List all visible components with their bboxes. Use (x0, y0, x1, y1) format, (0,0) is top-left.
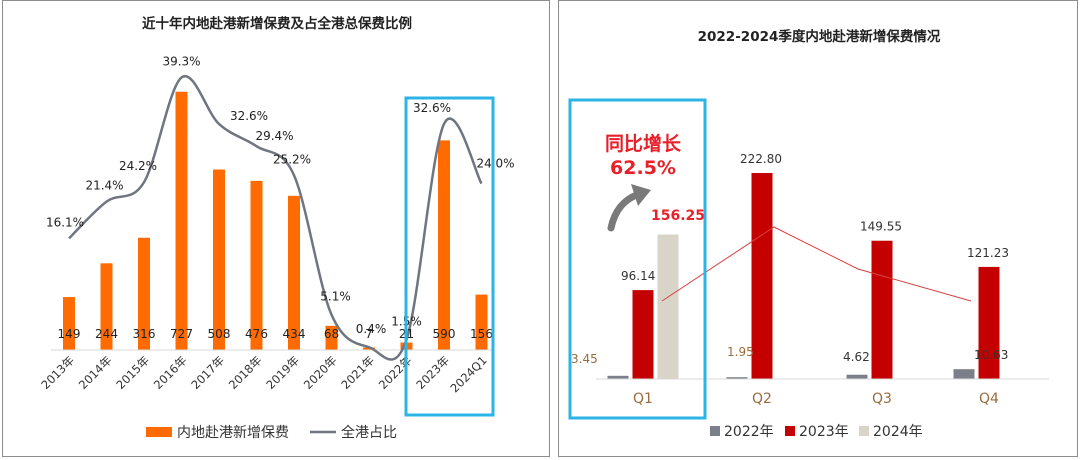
bar-value-label: 590 (433, 327, 456, 341)
share-label: 24.2% (119, 159, 157, 173)
legend-bar-label: 内地赴港新增保费 (177, 425, 289, 441)
x-tick-label: 2019年 (263, 353, 302, 392)
bar-value-label: 476 (245, 327, 268, 341)
x-tick-label: Q1 (633, 391, 653, 407)
legend-2022-label: 2022年 (724, 424, 774, 440)
x-tick-label: Q3 (872, 391, 892, 407)
bar-Q3-2023年 (871, 240, 893, 379)
bar-value-label: 1.95 (727, 345, 754, 359)
x-tick-label: 2024Q1 (447, 353, 489, 395)
x-tick-label: 2016年 (151, 353, 190, 392)
bar-2015年 (138, 237, 150, 350)
bar-value-label: 508 (208, 327, 231, 341)
x-tick-label: 2015年 (113, 353, 152, 392)
share-label: 0.4% (356, 322, 387, 336)
legend-swatch-2022 (710, 426, 720, 436)
legend-2024-label: 2024年 (873, 424, 923, 440)
bar-2023年 (438, 140, 450, 350)
x-tick-label: 2018年 (226, 353, 265, 392)
bar-value-label: 149 (58, 327, 81, 341)
highlight-box-q1 (568, 98, 707, 420)
bar-Q1-2022年 (607, 375, 629, 379)
growth-annotation: 同比增长 62.5% (605, 132, 682, 232)
bar-value-label: 10.63 (974, 348, 1008, 362)
bar-value-label: 96.14 (621, 269, 655, 283)
bar-value-label: 316 (133, 327, 156, 341)
bar-value-label: 3.45 (571, 352, 598, 366)
x-tick-label: 2017年 (188, 353, 227, 392)
bar-value-label: 727 (170, 327, 193, 341)
bar-2014年 (100, 263, 113, 350)
share-label: 5.1% (320, 290, 351, 304)
left-chart: 近十年内地赴港新增保费及占全港总保费比例 149 244 316 727 508 476 4… (38, 15, 514, 441)
legend-2023-label: 2023年 (799, 424, 849, 440)
legend-swatch-2023 (785, 426, 795, 436)
x-tick-label: 2023年 (413, 353, 452, 392)
right-chart-title: 2022-2024季度内地赴港新增保费情况 (698, 28, 941, 45)
bar-value-label: 244 (95, 327, 118, 341)
growth-label: 同比增长 (605, 132, 682, 155)
x-tick-label: 2014年 (76, 353, 115, 392)
trend-line-2023 (661, 226, 972, 302)
bar-value-label: 7 (365, 327, 373, 341)
bar-2020年 (325, 325, 338, 350)
x-tick-label: Q2 (752, 391, 772, 407)
bar-value-label: 222.80 (740, 152, 782, 166)
right-legend: 2022年 2023年 2024年 (710, 424, 923, 440)
left-chart-panel: 近十年内地赴港新增保费及占全港总保费比例 149 244 316 727 508 476 4… (2, 0, 550, 457)
x-tick-label: 2020年 (301, 353, 340, 392)
x-tick-label: 2013年 (38, 353, 77, 392)
bar-Q2-2022年 (726, 377, 748, 379)
right-chart-panel: 2022-2024季度内地赴港新增保费情况 3.45 1.95 4.62 10.63 9… (558, 0, 1078, 457)
bar-2019年 (288, 195, 300, 350)
share-label: 32.6% (413, 101, 451, 115)
bar-value-label: 4.62 (843, 350, 870, 364)
bar-Q4-2023年 (978, 266, 1000, 379)
left-legend: 内地赴港新增保费 全港占比 (146, 424, 397, 441)
share-label: 24.0% (476, 157, 514, 171)
bar-2021年 (363, 347, 375, 350)
bar-2024Q1 (475, 294, 488, 350)
share-line (68, 74, 483, 361)
bar-value-label: 121.23 (967, 246, 1009, 260)
growth-value: 62.5% (610, 157, 676, 179)
bar-2018年 (250, 180, 263, 350)
bar-value-label: 156 (470, 327, 493, 341)
legend-swatch-2024 (859, 426, 869, 436)
share-label: 16.1% (46, 215, 84, 229)
legend-swatch-bar (146, 427, 172, 437)
bar-Q2-2023年 (751, 173, 773, 379)
right-chart: 2022-2024季度内地赴港新增保费情况 3.45 1.95 4.62 10.63 9… (568, 28, 1049, 440)
share-label: 39.3% (162, 55, 200, 69)
bar-2017年 (213, 169, 225, 350)
bar-Q1-2023年 (632, 290, 654, 379)
share-label: 21.4% (85, 179, 123, 193)
share-label: 32.6% (230, 109, 268, 123)
highlight-box-2023-2024 (404, 96, 495, 417)
legend-line-label: 全港占比 (341, 424, 397, 441)
share-label: 29.4% (255, 129, 293, 143)
growth-arrow-head-icon (631, 184, 651, 206)
bar-Q3-2022年 (846, 374, 868, 379)
growth-arrow-icon (607, 190, 643, 232)
bar-value-label: 156.25 (651, 208, 705, 224)
bar-2016年 (175, 91, 188, 350)
bar-value-label: 149.55 (860, 220, 902, 234)
x-tick-label: 2021年 (338, 353, 377, 392)
bar-Q1-2024年 (657, 234, 679, 379)
left-chart-title: 近十年内地赴港新增保费及占全港总保费比例 (142, 15, 412, 32)
bar-2013年 (63, 297, 75, 350)
bar-Q4-2022年 (953, 369, 975, 379)
share-label: 25.2% (273, 152, 311, 166)
bar-value-label: 68 (324, 327, 339, 341)
bar-value-label: 434 (283, 327, 306, 341)
x-tick-label: Q4 (979, 391, 999, 407)
